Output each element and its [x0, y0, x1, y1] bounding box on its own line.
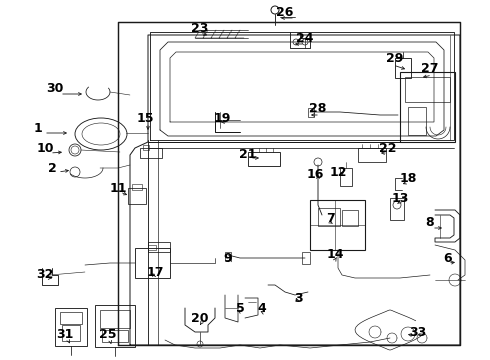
Text: 20: 20	[191, 311, 209, 324]
Bar	[60, 312, 82, 324]
Bar	[55, 308, 87, 346]
Text: 4: 4	[258, 302, 267, 315]
Text: 11: 11	[109, 181, 127, 194]
Text: 5: 5	[236, 302, 245, 315]
Text: 25: 25	[99, 328, 117, 342]
Text: 18: 18	[399, 171, 416, 184]
Text: 15: 15	[136, 112, 154, 125]
Bar	[62, 325, 80, 341]
Bar	[135, 248, 170, 278]
Bar	[302, 252, 310, 264]
Bar	[225, 252, 231, 260]
Bar	[308, 108, 314, 117]
Bar	[395, 58, 411, 78]
Bar	[310, 200, 365, 250]
Text: 19: 19	[213, 112, 231, 125]
Text: 33: 33	[409, 325, 427, 338]
Text: 30: 30	[47, 81, 64, 94]
Bar	[342, 210, 358, 226]
Text: 8: 8	[426, 216, 434, 229]
Bar	[358, 148, 386, 162]
Text: 3: 3	[294, 292, 302, 305]
Bar	[140, 148, 162, 158]
Text: 14: 14	[326, 248, 344, 261]
Text: 28: 28	[309, 102, 327, 114]
Text: 22: 22	[379, 141, 397, 154]
Bar	[143, 145, 149, 150]
Bar	[148, 242, 170, 252]
Bar	[102, 330, 128, 342]
Text: 23: 23	[191, 22, 209, 35]
Bar	[95, 305, 135, 347]
Text: 32: 32	[36, 269, 54, 282]
Bar	[400, 72, 455, 142]
Text: 7: 7	[326, 211, 334, 225]
Bar	[390, 198, 404, 220]
Bar	[100, 310, 130, 328]
Text: 2: 2	[48, 162, 56, 175]
Bar	[132, 184, 142, 190]
Text: 16: 16	[306, 168, 324, 181]
Text: 1: 1	[34, 122, 42, 135]
Bar	[408, 107, 426, 135]
Text: 6: 6	[443, 252, 452, 265]
Bar	[340, 168, 352, 186]
Text: 10: 10	[36, 141, 54, 154]
Bar	[405, 77, 450, 102]
Text: 24: 24	[296, 31, 314, 45]
Text: 13: 13	[392, 192, 409, 204]
Text: 27: 27	[421, 62, 439, 75]
Text: 12: 12	[329, 166, 347, 179]
Text: 29: 29	[386, 51, 404, 64]
Bar	[128, 188, 146, 204]
Text: 26: 26	[276, 5, 294, 18]
Text: 31: 31	[56, 328, 74, 342]
Text: 9: 9	[224, 252, 232, 265]
Bar	[148, 245, 156, 250]
Bar	[248, 152, 280, 166]
Bar	[318, 208, 340, 226]
Text: 21: 21	[239, 148, 257, 162]
Text: 17: 17	[146, 266, 164, 279]
